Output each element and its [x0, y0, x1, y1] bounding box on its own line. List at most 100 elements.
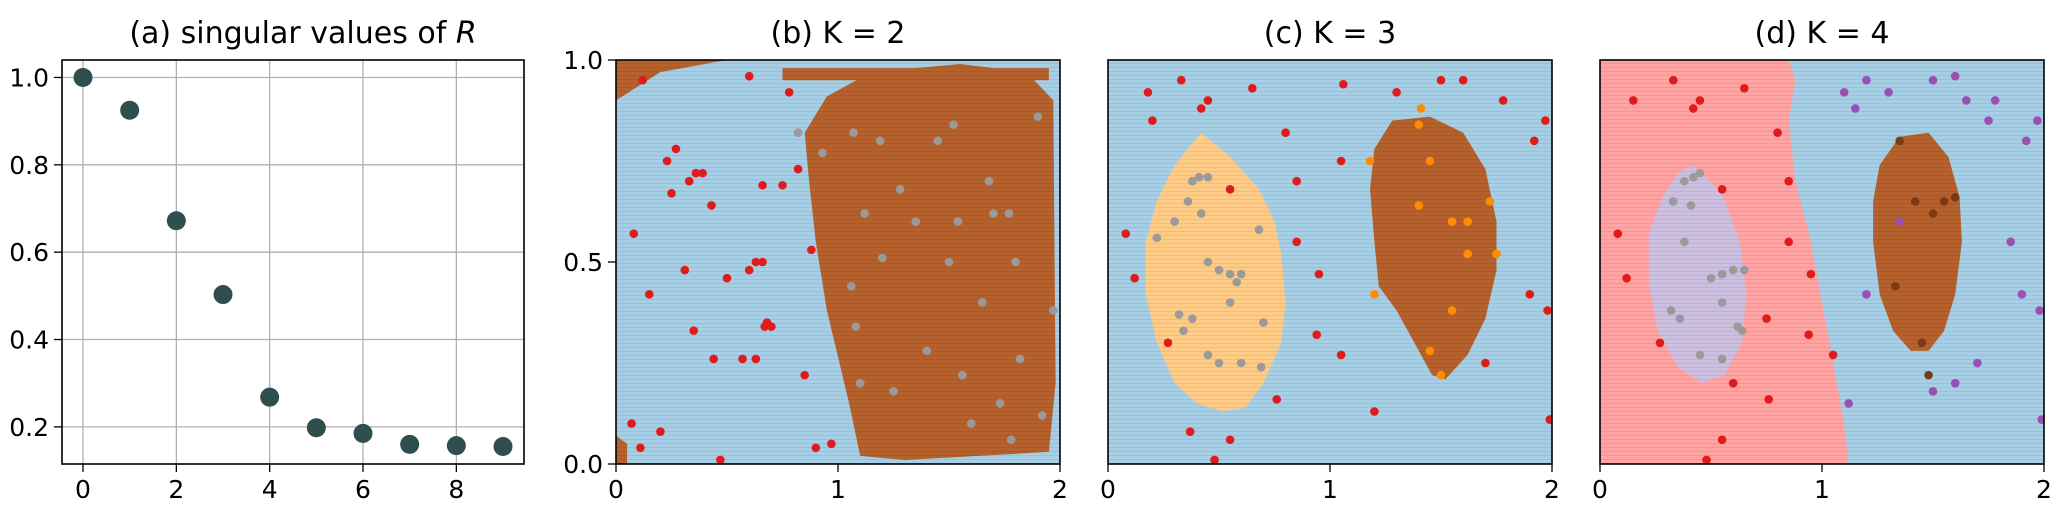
sample-point: [784, 88, 794, 97]
sample-point: [1695, 96, 1705, 105]
sample-point: [1950, 193, 1960, 202]
sample-point: [1314, 269, 1324, 279]
sample-point: [1884, 88, 1893, 97]
sample-point: [1740, 265, 1749, 275]
tick-label-x: 1: [1814, 475, 1830, 504]
sample-point: [778, 180, 787, 190]
sample-point: [978, 298, 987, 307]
tick-label-x: 0: [1592, 475, 1608, 504]
sample-point: [1414, 201, 1424, 210]
sample-point: [1272, 395, 1282, 404]
sample-point: [2017, 290, 2027, 299]
sample-point: [1006, 435, 1016, 445]
sample-point: [1862, 290, 1871, 299]
sample-point: [811, 443, 821, 453]
sample-point: [1336, 156, 1346, 166]
sample-point: [1463, 217, 1472, 226]
sample-point: [989, 209, 998, 218]
panel-c-title: (c) K = 3: [1264, 16, 1396, 51]
sample-point: [1764, 395, 1774, 404]
tick-label-x: 1: [830, 475, 846, 504]
sample-point: [1680, 237, 1689, 247]
sample-point: [847, 281, 856, 291]
tick-label-x: 2: [1544, 475, 1560, 504]
sample-point: [1655, 338, 1665, 348]
sample-point: [827, 439, 836, 449]
sample-point: [1668, 75, 1678, 85]
sample-point: [751, 257, 761, 267]
sample-point: [1543, 306, 1552, 315]
panel-b: (b) K = 2 0 1 2 0.0 0.5 1.0: [563, 16, 1068, 504]
sample-point: [1890, 281, 1900, 291]
sample-point: [878, 253, 887, 263]
sample-point: [1392, 88, 1401, 97]
sample-point: [1481, 358, 1490, 368]
tick-label-x: 0: [608, 475, 624, 504]
sample-point: [1425, 156, 1435, 166]
singular-value-point: [400, 434, 420, 454]
sample-point: [1695, 350, 1705, 360]
singular-value-point: [306, 418, 326, 438]
singular-value-point: [213, 285, 233, 305]
singular-value-point: [353, 423, 373, 443]
tick-label-y: 0.4: [9, 326, 49, 355]
sample-point: [1784, 237, 1793, 247]
tick-label-y: 0.8: [9, 151, 49, 180]
panel-a-grid: [62, 60, 524, 464]
sample-point: [1256, 362, 1266, 372]
sample-point: [1248, 83, 1257, 93]
sample-point: [793, 128, 803, 138]
sample-point: [1254, 225, 1264, 234]
sample-point: [1728, 378, 1738, 388]
sample-point: [1717, 298, 1727, 307]
tick-label-x: 4: [262, 475, 278, 504]
panel-c-plot-area: [1108, 60, 1552, 464]
sample-point: [1762, 314, 1771, 323]
sample-point: [629, 229, 639, 239]
singular-value-point: [260, 387, 280, 407]
tick-label-x: 2: [1052, 475, 1068, 504]
sample-point: [1225, 269, 1235, 279]
sample-point: [689, 326, 698, 335]
sample-point: [1236, 269, 1246, 279]
panel-b-ticks: 0 1 2 0.0 0.5 1.0: [563, 46, 1068, 504]
sample-point: [1688, 172, 1698, 182]
sample-point: [1851, 104, 1860, 113]
tick-label-y: 0.5: [563, 248, 603, 277]
sample-point: [1033, 112, 1043, 121]
tick-label-x: 6: [355, 475, 371, 504]
sample-point: [1458, 75, 1468, 85]
sample-point: [933, 136, 943, 146]
sample-point: [760, 322, 770, 331]
singular-value-point: [73, 67, 93, 87]
sample-point: [1011, 257, 1020, 267]
region-texture: [616, 60, 1060, 464]
panel-b-plot-area: [616, 60, 1060, 464]
sample-point: [1675, 314, 1685, 323]
sample-point: [953, 217, 963, 226]
panel-b-title: (b) K = 2: [771, 16, 906, 51]
sample-point: [1183, 197, 1193, 206]
sample-point: [758, 180, 767, 190]
sample-point: [2037, 415, 2044, 424]
panel-a-points: [73, 67, 513, 457]
sample-point: [1895, 136, 1904, 146]
sample-point: [684, 176, 694, 186]
sample-point: [1629, 96, 1638, 105]
sample-point: [1170, 217, 1179, 226]
sample-point: [638, 75, 647, 85]
sample-point: [662, 156, 672, 166]
sample-point: [1806, 269, 1816, 279]
panel-d-plot-area: [1600, 60, 2044, 464]
sample-point: [2021, 136, 2031, 146]
sample-point: [1130, 273, 1139, 283]
sample-point: [1613, 229, 1623, 239]
sample-point: [1447, 217, 1457, 226]
sample-point: [680, 265, 690, 275]
sample-point: [949, 120, 958, 129]
sample-point: [1336, 350, 1346, 360]
sample-point: [1492, 249, 1501, 259]
sample-point: [1174, 310, 1184, 319]
sample-point: [716, 455, 725, 464]
